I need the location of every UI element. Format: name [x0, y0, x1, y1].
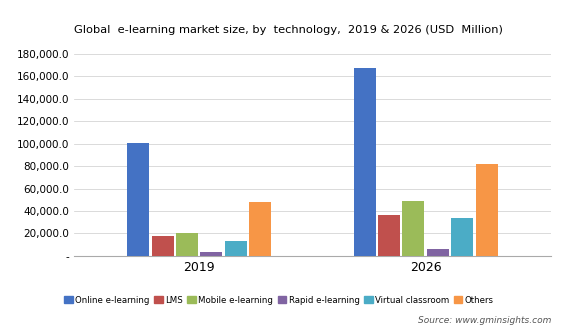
Bar	[201, 252, 223, 256]
Text: Global  e-learning market size, by  technology,  2019 & 2026 (USD  Million): Global e-learning market size, by techno…	[74, 25, 503, 35]
Bar	[378, 215, 400, 256]
Bar	[427, 249, 449, 256]
Bar	[225, 241, 247, 256]
Bar	[475, 164, 498, 256]
Text: Source: www.gminsights.com: Source: www.gminsights.com	[417, 316, 551, 325]
Bar	[402, 201, 424, 256]
Bar	[152, 236, 174, 256]
Bar	[249, 202, 271, 256]
Bar	[354, 69, 375, 256]
Bar	[127, 142, 149, 256]
Bar	[451, 218, 473, 256]
Legend: Online e-learning, LMS, Mobile e-learning, Rapid e-learning, Virtual classroom, : Online e-learning, LMS, Mobile e-learnin…	[61, 292, 498, 308]
Bar	[176, 234, 198, 256]
